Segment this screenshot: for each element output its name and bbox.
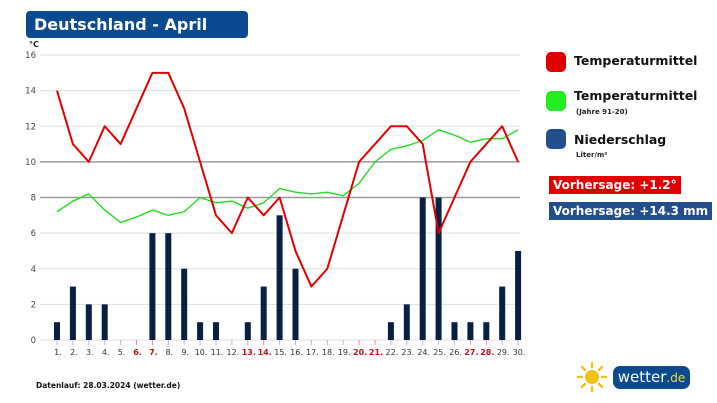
y-tick-label: 12 xyxy=(25,122,36,132)
x-tick-label: 7. xyxy=(149,348,158,357)
x-tick-label: 29. xyxy=(497,348,510,357)
wetter-logo[interactable]: wetter.de xyxy=(613,366,690,389)
legend-precip: Niederschlag xyxy=(574,132,667,147)
y-axis-label: °C xyxy=(29,40,39,49)
x-tick-label: 23. xyxy=(401,348,414,357)
y-tick-label: 16 xyxy=(25,51,36,61)
precip-bar xyxy=(54,322,60,340)
x-tick-label: 1. xyxy=(54,348,62,357)
x-tick-label: 21. xyxy=(369,348,383,357)
x-tick-label: 30. xyxy=(513,348,526,357)
precip-bar xyxy=(435,197,442,340)
x-tick-label: 12. xyxy=(227,348,240,357)
x-tick-label: 24. xyxy=(417,348,430,357)
precip-bar xyxy=(181,268,188,340)
x-tick-label: 25. xyxy=(433,348,446,357)
normal-temp-line xyxy=(56,129,519,224)
y-tick-label: 0 xyxy=(31,336,36,346)
x-tick-label: 13. xyxy=(242,348,256,357)
legend-swatch-temp xyxy=(546,52,566,72)
x-tick-label: 6. xyxy=(133,348,142,357)
x-tick-label: 16. xyxy=(290,348,303,357)
precip-bar xyxy=(101,304,108,340)
y-tick-label: 10 xyxy=(25,158,36,168)
y-tick-label: 2 xyxy=(31,300,36,310)
y-tick-label: 6 xyxy=(31,229,36,239)
precip-bar xyxy=(467,322,474,340)
x-tick-label: 15. xyxy=(274,348,287,357)
x-tick-label: 5. xyxy=(118,348,126,357)
y-tick-label: 4 xyxy=(31,265,36,275)
x-tick-label: 14. xyxy=(258,348,272,357)
precip-bar xyxy=(403,304,410,340)
y-tick-label: 14 xyxy=(25,87,36,97)
x-tick-label: 10. xyxy=(195,348,208,357)
precip-bar xyxy=(451,322,458,340)
precip-bar xyxy=(85,304,92,340)
x-tick-label: 19. xyxy=(338,348,351,357)
precip-bar xyxy=(419,197,426,340)
footer-note: Datenlauf: 28.03.2024 (wetter.de) xyxy=(36,381,181,390)
page-title: Deutschland - April xyxy=(26,11,248,38)
x-tick-label: 27. xyxy=(464,348,478,357)
x-tick-label: 9. xyxy=(181,348,189,357)
precip-bar xyxy=(244,322,251,340)
legend-temp: Temperaturmittel xyxy=(574,53,698,68)
precip-bar xyxy=(149,233,156,340)
precip-bar xyxy=(69,286,76,340)
temp-line xyxy=(56,71,520,288)
x-tick-label: 8. xyxy=(165,348,173,357)
logo-name: wetter xyxy=(617,368,667,386)
forecast-precip: Vorhersage: +14.3 mm xyxy=(549,202,713,220)
precip-bar xyxy=(387,322,394,340)
precip-bar xyxy=(483,322,490,340)
precip-bar xyxy=(213,322,219,340)
legend-precip-sub: Liter/m² xyxy=(576,151,608,159)
precip-bar xyxy=(260,286,267,340)
x-tick-label: 20. xyxy=(353,348,367,357)
x-tick-label: 28. xyxy=(480,348,494,357)
legend-normal-sub: (Jahre 91-20) xyxy=(576,108,628,116)
precip-bar xyxy=(499,286,506,340)
x-tick-label: 18. xyxy=(322,348,335,357)
legend-normal: Temperaturmittel xyxy=(574,88,698,103)
x-tick-label: 2. xyxy=(70,348,78,357)
x-tick-label: 22. xyxy=(386,348,399,357)
legend-swatch-normal xyxy=(546,91,566,111)
y-tick-label: 8 xyxy=(31,194,36,204)
x-tick-label: 4. xyxy=(102,348,110,357)
legend-swatch-precip xyxy=(546,129,566,149)
forecast-temp: Vorhersage: +1.2° xyxy=(549,176,681,194)
precip-bar xyxy=(165,233,172,340)
precip-bar xyxy=(276,215,283,340)
logo-tld: .de xyxy=(666,371,686,385)
precip-bar xyxy=(515,250,522,340)
x-tick-label: 26. xyxy=(449,348,462,357)
x-tick-label: 11. xyxy=(211,348,224,357)
precip-bar xyxy=(292,268,299,340)
precip-bar xyxy=(197,322,204,340)
x-tick-label: 3. xyxy=(86,348,94,357)
x-tick-label: 17. xyxy=(306,348,319,357)
